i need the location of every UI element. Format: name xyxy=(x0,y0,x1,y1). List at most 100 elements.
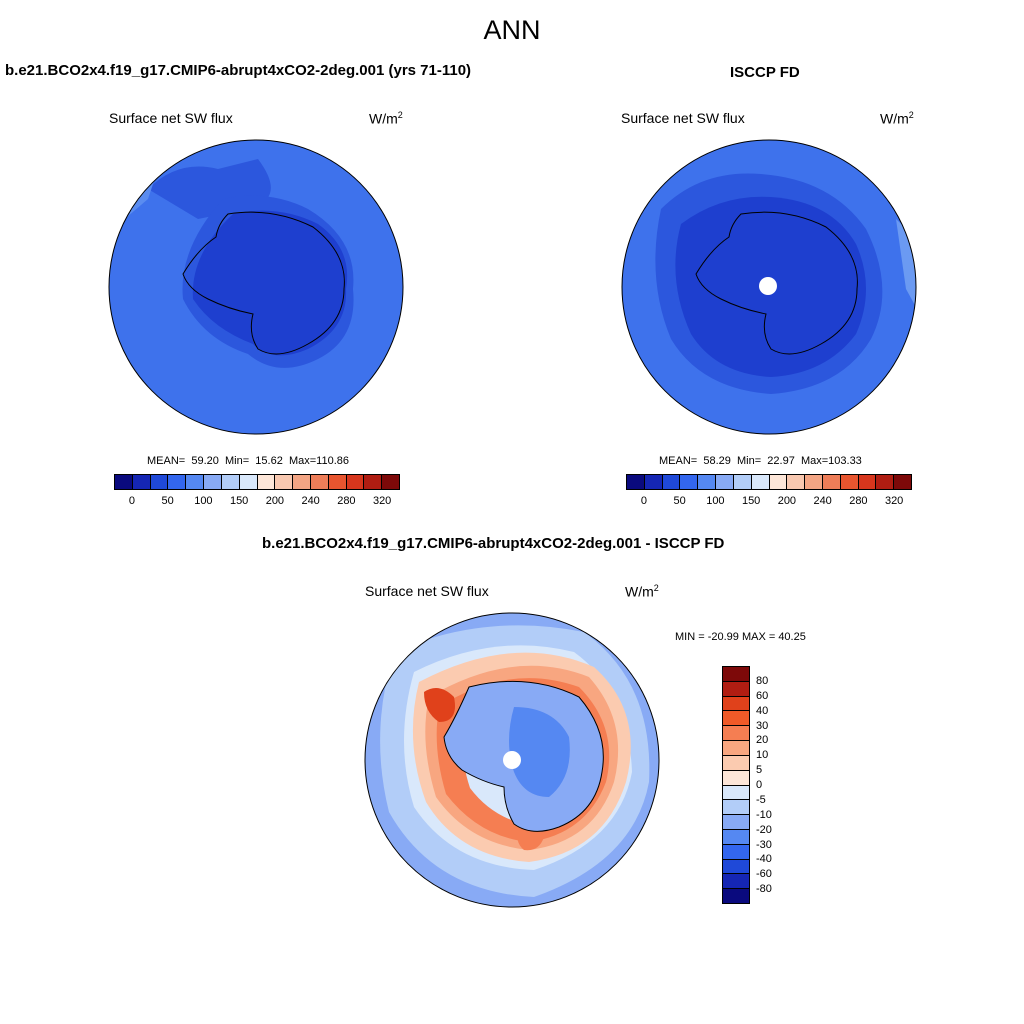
colorbar-swatch xyxy=(723,815,749,830)
colorbar-swatch xyxy=(680,475,699,489)
colorbar-tick-label: 320 xyxy=(884,495,904,507)
colorbar-tick-label: 50 xyxy=(161,495,174,507)
model-case-title: b.e21.BCO2x4.f19_g17.CMIP6-abrupt4xCO2-2… xyxy=(5,62,472,79)
colorbar-swatch xyxy=(662,475,681,489)
diff-positive-ring-3 xyxy=(436,678,610,842)
colorbar-swatch xyxy=(382,475,399,489)
colorbar-tick-label: -20 xyxy=(756,823,772,836)
colorbar-tick-label: 5 xyxy=(756,764,763,777)
colorbar-swatch xyxy=(723,696,749,712)
colorbar-swatch xyxy=(364,475,383,489)
colorbar-tick-label: -10 xyxy=(756,808,772,821)
colorbar-tick-label: 80 xyxy=(756,674,769,687)
colorbar-swatch xyxy=(132,475,151,489)
diff-minmax: MIN = -20.99 MAX = 40.25 xyxy=(675,631,806,643)
colorbar-tick-label: 100 xyxy=(194,495,213,507)
diff-map-border xyxy=(364,612,660,908)
colorbar-tick-label: 100 xyxy=(706,495,725,507)
colorbar-tick-label: 30 xyxy=(756,719,769,732)
colorbar-swatch xyxy=(822,475,841,489)
diff-colorbar-ticks: 80 60 40 30 20 10 5 0 -5 -10 -20 -30 -40 -60 -80 xyxy=(756,666,796,902)
obs-pole-hole xyxy=(759,277,777,295)
colorbar-tick-label: 200 xyxy=(265,495,285,507)
colorbar-tick-label: 20 xyxy=(756,734,769,747)
model-antarctic-field xyxy=(192,210,348,356)
diff-coastline xyxy=(443,680,604,832)
diff-units-label: W/m2 xyxy=(625,583,659,600)
colorbar-swatch xyxy=(723,829,749,845)
colorbar-swatch xyxy=(723,785,749,801)
colorbar-swatch xyxy=(858,475,877,489)
model-map-border xyxy=(108,139,404,435)
colorbar-swatch xyxy=(894,475,911,489)
colorbar-tick-label: 10 xyxy=(756,749,769,762)
obs-stats: MEAN= 58.29 Min= 22.97 Max=103.33 xyxy=(659,455,862,467)
colorbar-swatch xyxy=(723,667,749,682)
diff-colorbar xyxy=(722,666,750,904)
obs-light-patch xyxy=(622,140,651,209)
diff-peak-west xyxy=(424,688,455,722)
colorbar-swatch xyxy=(723,844,749,860)
colorbar-swatch xyxy=(221,475,240,489)
colorbar-swatch xyxy=(239,475,258,489)
diff-variable-label: Surface net SW flux xyxy=(365,583,489,599)
obs-variable-label: Surface net SW flux xyxy=(621,110,745,126)
colorbar-swatch xyxy=(723,681,749,697)
colorbar-swatch xyxy=(627,475,645,489)
colorbar-tick-label: -60 xyxy=(756,868,772,881)
colorbar-swatch xyxy=(723,889,749,903)
model-colorbar xyxy=(114,474,400,490)
colorbar-tick-label: 60 xyxy=(756,689,769,702)
colorbar-swatch xyxy=(876,475,895,489)
model-units-label: W/m2 xyxy=(369,110,403,127)
colorbar-tick-label: 240 xyxy=(301,495,320,507)
colorbar-tick-label: 0 xyxy=(756,779,763,791)
colorbar-tick-label: 150 xyxy=(741,495,761,507)
colorbar-swatch xyxy=(346,475,365,489)
colorbar-swatch xyxy=(723,800,749,816)
colorbar-swatch xyxy=(328,475,347,489)
diff-case-title: b.e21.BCO2x4.f19_g17.CMIP6-abrupt4xCO2-2… xyxy=(262,535,725,552)
colorbar-swatch xyxy=(698,475,717,489)
colorbar-tick-label: 50 xyxy=(673,495,686,507)
colorbar-swatch xyxy=(840,475,859,489)
colorbar-tick-label: -5 xyxy=(756,793,766,806)
diff-peak-south xyxy=(517,825,544,851)
colorbar-tick-label: -80 xyxy=(756,883,772,896)
colorbar-tick-label: -30 xyxy=(756,838,772,851)
colorbar-tick-label: 280 xyxy=(849,495,868,507)
colorbar-swatch xyxy=(186,475,205,489)
colorbar-swatch xyxy=(204,475,222,489)
colorbar-swatch xyxy=(293,475,311,489)
colorbar-tick-label: -40 xyxy=(756,853,772,866)
model-coastline xyxy=(182,211,345,355)
model-variable-label: Surface net SW flux xyxy=(109,110,233,126)
obs-polar-map xyxy=(621,139,917,435)
obs-colorbar xyxy=(626,474,912,490)
colorbar-swatch xyxy=(150,475,169,489)
colorbar-swatch xyxy=(723,726,749,742)
colorbar-tick-label: 40 xyxy=(756,704,769,717)
colorbar-tick-label: 200 xyxy=(777,495,797,507)
colorbar-swatch xyxy=(723,711,749,727)
obs-case-title: ISCCP FD xyxy=(730,64,800,81)
obs-units-label: W/m2 xyxy=(880,110,914,127)
colorbar-tick-label: 280 xyxy=(337,495,356,507)
model-polar-map xyxy=(108,139,404,435)
model-stats: MEAN= 59.20 Min= 15.62 Max=110.86 xyxy=(147,455,349,467)
diff-polar-map xyxy=(364,612,660,908)
colorbar-tick-label: 240 xyxy=(813,495,832,507)
colorbar-swatch xyxy=(310,475,329,489)
colorbar-swatch xyxy=(805,475,823,489)
diff-pole-hole xyxy=(503,751,521,769)
colorbar-swatch xyxy=(716,475,734,489)
colorbar-swatch xyxy=(723,755,749,771)
figure-title: ANN xyxy=(483,15,541,45)
colorbar-tick-label: 150 xyxy=(229,495,249,507)
colorbar-swatch xyxy=(723,874,749,890)
diff-antarctic-core xyxy=(509,707,570,797)
colorbar-swatch xyxy=(723,741,749,756)
colorbar-tick-label: 0 xyxy=(640,495,647,507)
colorbar-swatch xyxy=(733,475,752,489)
colorbar-swatch xyxy=(751,475,770,489)
